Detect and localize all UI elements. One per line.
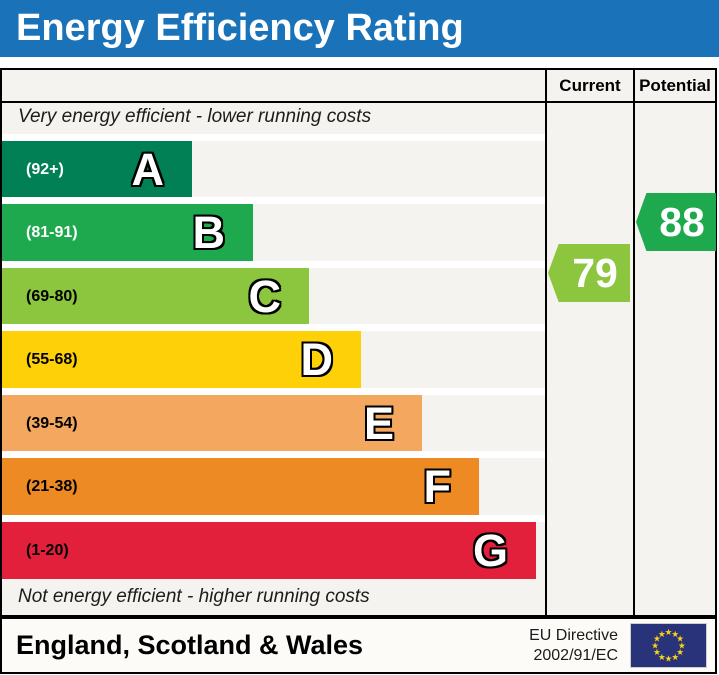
svg-text:★: ★: [651, 640, 659, 650]
band-g-letter: G: [472, 525, 508, 576]
band-a-bar: (92+) A: [2, 141, 192, 198]
top-note: Very energy efficient - lower running co…: [18, 106, 372, 127]
band-row-c: (69-80) C: [2, 261, 545, 325]
band-d-bar: (55-68) D: [2, 331, 361, 388]
current-column-header: Current: [559, 75, 621, 95]
band-f-letter: F: [423, 461, 452, 512]
eu-directive-line2: 2002/91/EC: [533, 646, 618, 664]
table-header-row: Current Potential: [2, 70, 715, 103]
svg-text:★: ★: [658, 652, 666, 662]
band-g-bar: (1-20) G: [2, 522, 536, 579]
band-row-f: (21-38) F: [2, 451, 545, 515]
potential-rating-value: 88: [659, 198, 705, 245]
svg-text:★: ★: [665, 654, 673, 664]
potential-rating-arrow: 88: [636, 193, 716, 251]
band-e-range: (39-54): [26, 414, 78, 432]
band-row-a: (92+) A: [2, 134, 545, 198]
band-f-range: (21-38): [26, 477, 78, 495]
eu-directive-line1: EU Directive: [529, 626, 618, 644]
title-bar: Energy Efficiency Rating: [0, 0, 719, 57]
current-column-divider: [545, 70, 547, 615]
band-e-letter: E: [363, 398, 394, 449]
current-rating-value: 79: [572, 249, 618, 296]
band-b-range: (81-91): [26, 223, 78, 241]
svg-text:★: ★: [676, 647, 684, 657]
eu-flag-icon: ★ ★ ★ ★ ★ ★ ★ ★ ★ ★ ★ ★: [630, 623, 707, 668]
region-label: England, Scotland & Wales: [16, 630, 364, 660]
bottom-note: Not energy efficient - higher running co…: [18, 586, 370, 607]
svg-text:★: ★: [658, 629, 666, 639]
svg-text:★: ★: [665, 627, 673, 637]
band-g-range: (1-20): [26, 541, 69, 559]
band-f-bar: (21-38) F: [2, 458, 479, 515]
potential-column-divider: [633, 70, 635, 615]
footer-bar: England, Scotland & Wales EU Directive 2…: [0, 617, 717, 674]
band-row-b: (81-91) B: [2, 197, 545, 261]
svg-text:★: ★: [678, 640, 686, 650]
svg-text:★: ★: [671, 629, 679, 639]
band-a-letter: A: [131, 144, 165, 195]
band-row-g: (1-20) G: [2, 515, 545, 579]
svg-text:★: ★: [676, 634, 684, 644]
band-row-d: (55-68) D: [2, 324, 545, 388]
band-e-bar: (39-54) E: [2, 395, 422, 452]
svg-text:★: ★: [653, 634, 661, 644]
band-c-bar: (69-80) C: [2, 268, 309, 325]
rating-table: Current Potential Very energy efficient …: [0, 68, 717, 617]
band-b-letter: B: [192, 207, 226, 258]
band-c-letter: C: [248, 271, 282, 322]
potential-column-header: Potential: [639, 75, 711, 95]
band-a-range: (92+): [26, 160, 64, 178]
band-row-e: (39-54) E: [2, 388, 545, 452]
band-d-letter: D: [300, 334, 334, 385]
svg-text:★: ★: [671, 652, 679, 662]
current-rating-arrow: 79: [548, 244, 630, 302]
page-title: Energy Efficiency Rating: [16, 7, 464, 49]
band-b-bar: (81-91) B: [2, 204, 253, 261]
band-d-range: (55-68): [26, 350, 78, 368]
eu-directive-text: EU Directive 2002/91/EC: [529, 626, 618, 666]
band-c-range: (69-80): [26, 287, 78, 305]
svg-text:★: ★: [653, 647, 661, 657]
